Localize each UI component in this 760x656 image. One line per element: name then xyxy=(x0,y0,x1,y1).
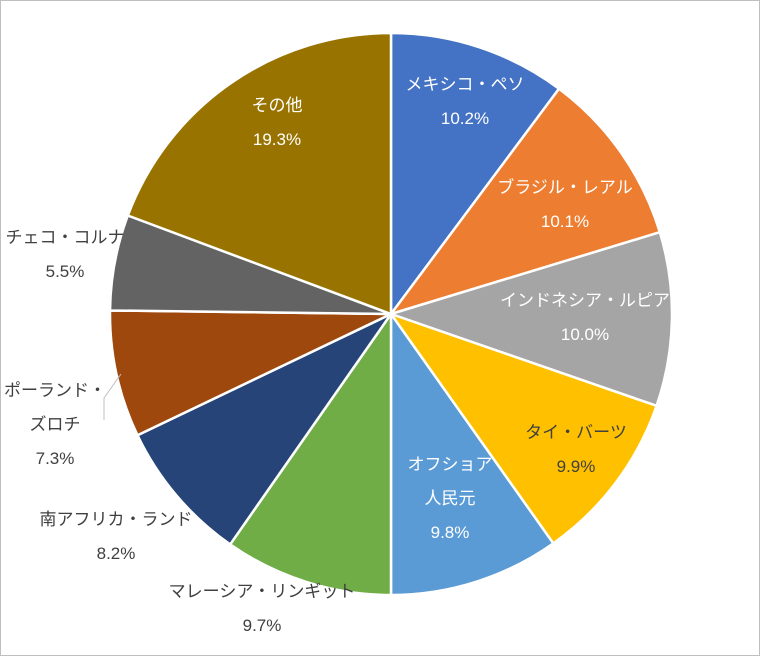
slice-label: マレーシア・リンギット 9.7% xyxy=(169,582,356,635)
leader-line xyxy=(103,373,122,420)
slice-label: 南アフリカ・ランド 8.2% xyxy=(40,510,193,563)
pie-slice xyxy=(108,309,393,437)
slice-label-value: 9.7% xyxy=(243,616,282,635)
slice-label-value: 10.1% xyxy=(541,212,589,231)
slice-label-name: チェコ・コルナ xyxy=(6,228,125,247)
labels-layer: メキシコ・ペソ 10.2% ブラジル・レアル 10.1% インドネシア・ルピア 10.0%… xyxy=(4,75,670,635)
pie-slice xyxy=(389,87,662,316)
slice-label: オフショア人民元 9.8% xyxy=(408,455,493,542)
slice-label-name: ブラジル・レアル xyxy=(497,177,633,197)
slice-label-name: ズロチ xyxy=(30,415,81,434)
slice-label-name: マレーシア・リンギット xyxy=(169,582,356,601)
pie-slice xyxy=(389,230,674,408)
slice-label-value: 19.3% xyxy=(253,130,301,149)
slice-label-value: 9.8% xyxy=(431,523,470,542)
slice-label-name: メキシコ・ペソ xyxy=(406,75,525,94)
slices-layer xyxy=(108,31,674,597)
slice-label-name: その他 xyxy=(252,96,303,115)
slice-label: ポーランド・ズロチ 7.3% xyxy=(4,381,106,468)
pie-slice xyxy=(389,312,658,545)
slice-label-name: 南アフリカ・ランド xyxy=(40,510,193,529)
slice-label-name: タイ・バーツ xyxy=(525,423,627,442)
slice-label: インドネシア・ルピア 10.0% xyxy=(500,291,670,344)
pie-slice xyxy=(126,31,393,316)
slice-label-value: 10.2% xyxy=(441,109,489,128)
slice-label-value: 10.0% xyxy=(561,325,609,344)
slice-label-name: ポーランド・ xyxy=(4,381,106,400)
slice-label: メキシコ・ペソ 10.2% xyxy=(406,75,525,128)
slice-label: タイ・バーツ 9.9% xyxy=(525,423,627,476)
slice-label: その他 19.3% xyxy=(252,96,303,149)
slice-label-value: 7.3% xyxy=(36,449,75,468)
slice-label-name: インドネシア・ルピア xyxy=(500,291,670,310)
pie-slice xyxy=(389,312,555,597)
slice-label: ブラジル・レアル 10.1% xyxy=(497,177,633,231)
slice-label-value: 8.2% xyxy=(97,544,136,563)
leader-lines-layer xyxy=(103,373,122,420)
slice-label: チェコ・コルナ 5.5% xyxy=(6,228,125,281)
slice-label-name: オフショア xyxy=(408,455,493,474)
slice-label-value: 5.5% xyxy=(46,262,85,281)
pie-slice xyxy=(389,31,561,316)
slice-label-value: 9.9% xyxy=(557,457,596,476)
pie-slice xyxy=(136,312,393,546)
slice-label-name: 人民元 xyxy=(425,489,476,508)
pie-slice xyxy=(228,312,393,597)
